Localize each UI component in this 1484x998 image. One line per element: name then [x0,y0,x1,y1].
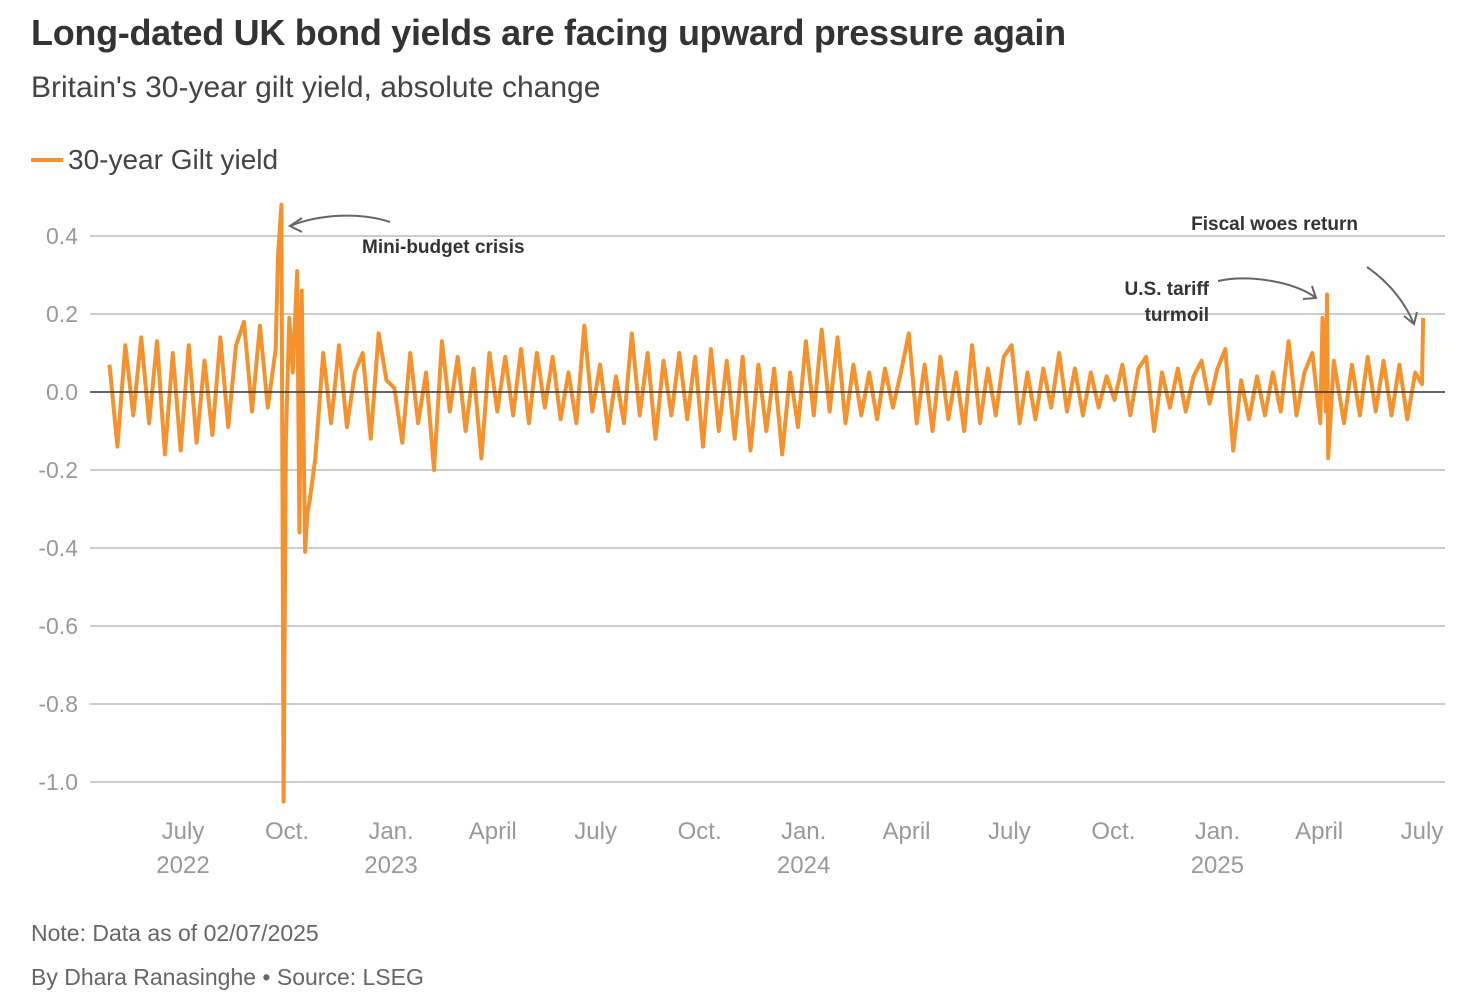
annotation-fiscal-woes: Fiscal woes return [1191,214,1358,235]
gridlines [90,235,1445,783]
x-tick-year: 2022 [156,852,209,879]
x-axis: July 2022 Oct. Jan. 2023 April July Oct. Jan. 202… [156,818,1443,879]
tariff-arrow-head [1302,285,1318,300]
y-tick-label: -1.0 [38,769,78,795]
x-tick-label: Jan. [781,818,826,845]
y-tick-label: -0.8 [38,691,78,717]
x-tick-label: Jan. [368,818,413,845]
series-line-30-year-gilt-yield [107,202,1426,804]
series-layer [90,202,1445,804]
tariff-arrow [1217,277,1317,299]
x-tick-year: 2023 [364,852,417,879]
mini-budget-arrow [289,214,391,227]
chart-note: Note: Data as of 02/07/2025 [31,920,319,946]
x-tick-label: July [574,818,617,845]
x-tick-label: Oct. [678,818,722,845]
y-tick-label: -0.2 [38,457,78,483]
mini-budget-arrow-head [288,217,303,233]
x-tick-label: July [162,818,205,845]
x-tick-year: 2025 [1191,852,1244,879]
y-tick-label: 0.4 [46,223,78,249]
byline-source: By Dhara Ranasinghe • Source: LSEG [31,964,424,990]
x-tick-label: July [1401,818,1444,845]
x-tick-label: Oct. [265,818,309,845]
y-axis: 0.4 0.2 0.0 -0.2 -0.4 -0.6 -0.8 -1.0 [38,223,78,795]
x-tick-label: Jan. [1195,818,1240,845]
chart-title: Long-dated UK bond yields are facing upw… [31,12,1066,53]
annotation-tariff-line1: U.S. tariff [1125,279,1210,300]
legend-label: 30-year Gilt yield [68,144,279,175]
fiscal-arrow-head [1403,311,1418,326]
legend-swatch [31,158,63,162]
x-tick-year: 2024 [777,852,830,879]
y-tick-label: 0.0 [46,379,78,405]
x-tick-label: April [1295,818,1343,845]
annotation-tariff-line2: turmoil [1145,305,1209,326]
y-tick-label: -0.4 [38,535,78,561]
chart-subtitle: Britain's 30-year gilt yield, absolute c… [31,71,601,104]
annotations: Mini-budget crisis U.S. tariff turmoil Fisc… [288,214,1418,326]
legend: 30-year Gilt yield [31,144,278,176]
y-tick-label: -0.6 [38,613,78,639]
fiscal-arrow [1366,266,1415,325]
y-tick-label: 0.2 [46,301,78,327]
x-tick-label: April [469,818,517,845]
annotation-mini-budget: Mini-budget crisis [362,237,525,258]
x-tick-label: April [882,818,930,845]
x-tick-label: July [988,818,1031,845]
x-tick-label: Oct. [1091,818,1135,845]
